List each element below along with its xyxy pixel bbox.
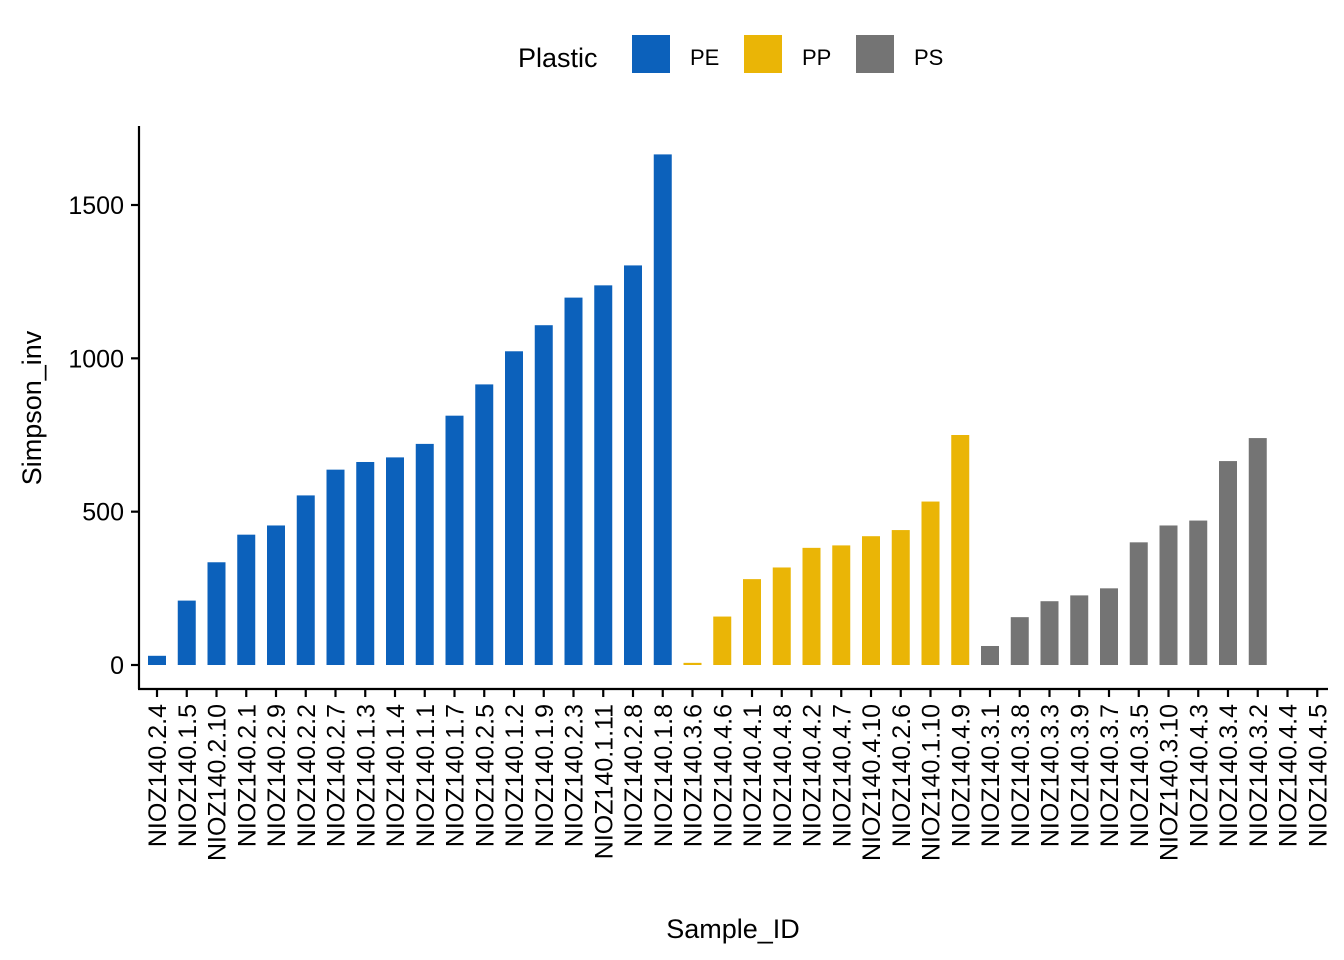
x-tick-label: NIOZ140.4.5 [1304,704,1332,847]
x-tick-label: NIOZ140.3.4 [1215,704,1243,847]
bar-NIOZ140-4-3 [1189,520,1208,665]
bar-NIOZ140-1-10 [921,501,940,665]
legend: Plastic PE PP PS [518,35,943,73]
bar-NIOZ140-4-2 [802,547,821,665]
x-tick-label: NIOZ140.4.4 [1275,704,1303,847]
bar-NIOZ140-2-3 [564,297,583,665]
bar-NIOZ140-1-9 [534,325,553,665]
x-tick-label: NIOZ140.2.3 [561,704,589,847]
x-tick-label: NIOZ140.2.7 [323,704,351,847]
x-tick-label: NIOZ140.3.2 [1245,704,1273,847]
x-tick-label: NIOZ140.1.9 [531,704,559,847]
x-tick-label: NIOZ140.1.5 [174,704,202,847]
x-tick-label: NIOZ140.1.3 [352,704,380,847]
bar-NIOZ140-3-10 [1159,525,1178,665]
x-tick-label: NIOZ140.4.8 [769,704,797,847]
bar-NIOZ140-1-8 [653,154,672,665]
x-tick-label: NIOZ140.2.4 [144,704,172,847]
bar-NIOZ140-3-4 [1219,461,1237,665]
x-ticks: NIOZ140.2.4 NIOZ140.1.5 NIOZ140.2.10 NIOZ14… [144,689,1332,861]
bar-NIOZ140-3-6 [683,662,702,665]
bar-NIOZ140-1-11 [594,285,613,665]
x-tick-label: NIOZ140.3.8 [1007,704,1035,847]
x-tick-label: NIOZ140.2.9 [263,704,291,847]
bar-NIOZ140-2-4 [148,655,166,665]
bar-NIOZ140-4-9 [951,435,970,665]
bar-NIOZ140-4-6 [713,616,732,665]
x-axis-title: Sample_ID [666,914,800,944]
bar-NIOZ140-1-2 [505,351,523,665]
bar-NIOZ140-2-1 [237,534,256,665]
bar-NIOZ140-3-9 [1070,595,1089,665]
bar-NIOZ140-2-10 [207,562,226,665]
x-tick-label: NIOZ140.1.11 [590,704,618,859]
x-tick-label: NIOZ140.4.6 [709,704,737,847]
x-tick-label: NIOZ140.1.1 [412,704,440,847]
bar-NIOZ140-3-3 [1040,601,1059,665]
bar-NIOZ140-4-10 [862,536,880,665]
legend-swatch-pp [744,35,782,73]
x-tick-label: NIOZ140.1.8 [650,704,678,847]
bar-NIOZ140-3-7 [1100,588,1118,665]
bar-NIOZ140-4-1 [743,579,761,665]
legend-label-pe: PE [690,45,719,70]
y-tick-label: 500 [82,499,124,527]
legend-label-pp: PP [802,45,831,70]
x-tick-label: NIOZ140.3.9 [1066,704,1094,847]
bar-NIOZ140-2-5 [475,384,494,665]
bar-NIOZ140-4-8 [772,567,791,665]
x-tick-label: NIOZ140.3.3 [1037,704,1065,847]
x-tick-label: NIOZ140.1.10 [918,704,946,861]
bar-NIOZ140-3-1 [981,645,999,665]
y-tick-label: 1000 [68,345,124,373]
bar-NIOZ140-1-1 [415,443,434,665]
bar-NIOZ140-2-2 [296,495,315,665]
bar-NIOZ140-3-2 [1248,438,1267,665]
bar-NIOZ140-1-7 [445,415,464,665]
bar-NIOZ140-3-8 [1010,617,1029,665]
bar-NIOZ140-1-5 [177,600,196,665]
x-tick-label: NIOZ140.2.5 [471,704,499,847]
x-tick-label: NIOZ140.1.7 [442,704,470,847]
x-tick-label: NIOZ140.4.7 [828,704,856,847]
x-tick-label: NIOZ140.3.5 [1126,704,1154,847]
bars [148,154,1267,665]
x-tick-label: NIOZ140.3.10 [1156,704,1184,861]
x-tick-label: NIOZ140.4.9 [947,704,975,847]
x-tick-label: NIOZ140.2.8 [620,704,648,847]
x-tick-label: NIOZ140.1.4 [382,704,410,847]
y-tick-label: 0 [110,652,124,680]
y-ticks: 0 500 1000 1500 [68,192,139,680]
bar-NIOZ140-1-4 [386,457,404,665]
legend-swatch-ps [856,35,894,73]
x-tick-label: NIOZ140.2.1 [233,704,261,847]
y-tick-label: 1500 [68,192,124,220]
bar-NIOZ140-2-6 [891,530,910,665]
legend-title: Plastic [518,43,598,73]
bar-NIOZ140-2-9 [267,525,285,665]
x-tick-label: NIOZ140.1.2 [501,704,529,847]
legend-label-ps: PS [914,45,943,70]
x-tick-label: NIOZ140.3.6 [680,704,708,847]
x-tick-label: NIOZ140.4.3 [1185,704,1213,847]
y-axis-title: Simpson_inv [17,330,47,485]
bar-NIOZ140-2-8 [624,265,642,665]
x-tick-label: NIOZ140.3.7 [1096,704,1124,847]
x-tick-label: NIOZ140.2.6 [888,704,916,847]
bar-NIOZ140-1-3 [356,461,375,665]
bar-NIOZ140-3-5 [1129,542,1148,665]
x-tick-label: NIOZ140.2.10 [204,704,232,861]
bar-NIOZ140-2-7 [326,469,345,665]
bar-NIOZ140-4-7 [832,545,851,665]
x-tick-label: NIOZ140.4.10 [858,704,886,861]
x-tick-label: NIOZ140.4.1 [739,704,767,847]
legend-swatch-pe [632,35,670,73]
x-tick-label: NIOZ140.4.2 [799,704,827,847]
x-tick-label: NIOZ140.3.1 [977,704,1005,847]
x-tick-label: NIOZ140.2.2 [293,704,321,847]
